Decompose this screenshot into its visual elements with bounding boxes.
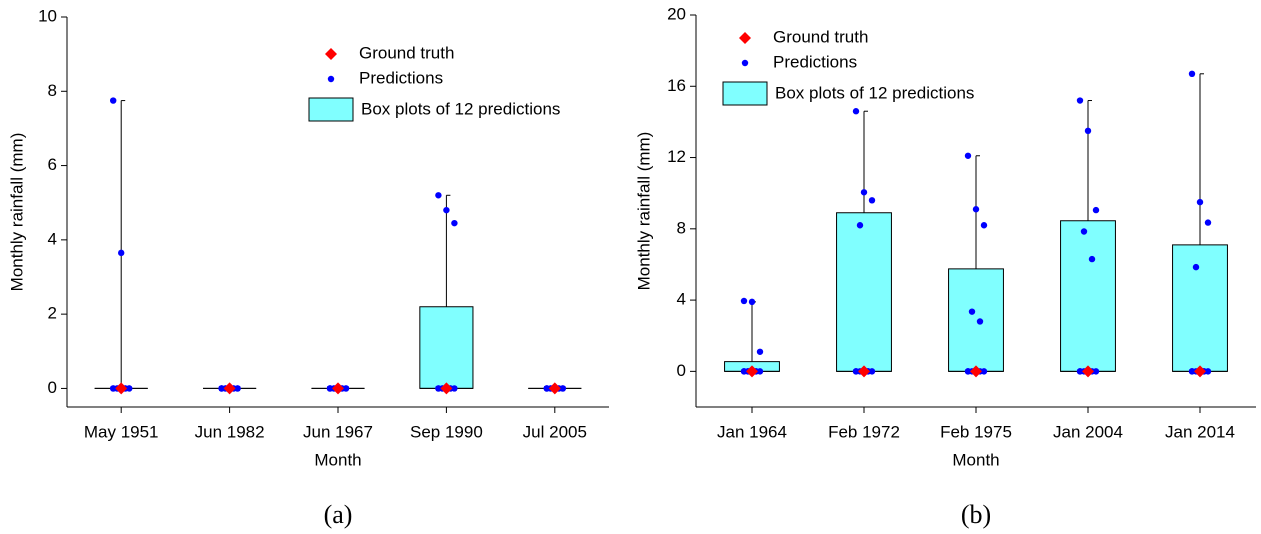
prediction-point xyxy=(860,189,868,196)
prediction-point xyxy=(1092,206,1100,214)
legend-marker xyxy=(308,97,354,122)
prediction-point xyxy=(435,192,442,199)
prediction-point xyxy=(980,222,988,229)
prediction-point xyxy=(218,385,225,392)
prediction-point xyxy=(1192,263,1200,271)
prediction-point xyxy=(543,385,550,392)
prediction-point xyxy=(1076,97,1084,104)
prediction-point xyxy=(868,197,876,204)
cap: (a) xyxy=(324,500,353,529)
ground-truth-point xyxy=(746,365,758,378)
ground-truth-point xyxy=(115,382,128,395)
prediction-point xyxy=(852,368,860,375)
prediction-point xyxy=(852,108,860,115)
prediction-point xyxy=(1080,228,1088,235)
box xyxy=(419,306,474,389)
prediction-point xyxy=(740,297,748,305)
y-axis-label: Monthly rainfall (mm) xyxy=(634,132,653,291)
prediction-point xyxy=(118,249,125,257)
legend-marker xyxy=(739,32,751,44)
y-tick-label: 0 xyxy=(677,361,686,380)
prediction-point xyxy=(972,206,980,213)
legend-label: Predictions xyxy=(359,68,443,87)
ground-truth-point xyxy=(440,382,453,395)
legend-label: Predictions xyxy=(773,52,857,71)
cap: (b) xyxy=(961,500,991,529)
ground-truth-point xyxy=(548,382,561,395)
prediction-point xyxy=(1196,198,1204,206)
y-tick-label: 10 xyxy=(38,6,57,25)
prediction-point xyxy=(964,368,972,375)
prediction-point xyxy=(451,219,458,227)
x-tick-label: Jul 2005 xyxy=(523,422,587,441)
legend-marker xyxy=(327,75,335,83)
prediction-point xyxy=(443,206,450,214)
legend-label: Box plots of 12 predictions xyxy=(361,99,560,118)
y-tick-label: 8 xyxy=(677,218,686,237)
y-tick-label: 20 xyxy=(667,4,686,23)
ground-truth-point xyxy=(858,365,870,378)
x-tick-label: May 1951 xyxy=(84,422,159,441)
x-tick-label: Jun 1982 xyxy=(195,422,265,441)
ground-truth-point xyxy=(1194,365,1206,378)
x-tick-label: Jun 1967 xyxy=(303,422,373,441)
prediction-point xyxy=(976,318,984,325)
x-tick-label: Feb 1972 xyxy=(828,422,900,441)
y-axis-label: Monthly rainfall (mm) xyxy=(7,133,26,292)
box xyxy=(1172,244,1228,372)
legend-label: Ground truth xyxy=(359,43,454,62)
ground-truth-point xyxy=(332,382,344,395)
y-tick-label: 12 xyxy=(667,147,686,166)
box xyxy=(1060,220,1116,372)
y-tick-label: 4 xyxy=(48,229,57,248)
x-axis-label: Month xyxy=(314,450,361,469)
prediction-point xyxy=(435,385,442,392)
y-tick-label: 16 xyxy=(667,76,686,95)
prediction-point xyxy=(110,385,117,392)
x-axis-label: Month xyxy=(952,450,999,469)
x-tick-label: Jan 2004 xyxy=(1053,422,1123,441)
x-tick-label: Sep 1990 xyxy=(410,422,483,441)
y-tick-label: 4 xyxy=(677,290,686,309)
y-tick-label: 2 xyxy=(48,304,57,323)
y-tick-label: 0 xyxy=(48,378,57,397)
prediction-point xyxy=(1188,368,1196,375)
prediction-point xyxy=(968,308,976,315)
box xyxy=(948,268,1004,372)
prediction-point xyxy=(1076,368,1084,375)
prediction-point xyxy=(110,97,117,104)
prediction-point xyxy=(1204,219,1212,226)
legend-marker xyxy=(741,59,749,67)
prediction-point xyxy=(964,152,972,159)
prediction-point xyxy=(748,298,756,306)
legend-label: Ground truth xyxy=(773,27,868,46)
x-tick-label: Feb 1975 xyxy=(940,422,1012,441)
y-tick-label: 6 xyxy=(48,155,57,174)
prediction-point xyxy=(1084,127,1092,135)
prediction-point xyxy=(856,222,864,229)
ground-truth-point xyxy=(223,382,236,395)
prediction-point xyxy=(1088,255,1096,263)
prediction-point xyxy=(1188,70,1196,78)
legend-marker xyxy=(722,81,768,106)
prediction-point xyxy=(740,368,748,375)
ground-truth-point xyxy=(1082,365,1094,378)
x-tick-label: Jan 2014 xyxy=(1165,422,1235,441)
y-tick-label: 8 xyxy=(48,81,57,100)
x-tick-label: Jan 1964 xyxy=(717,422,787,441)
box xyxy=(836,212,892,372)
legend-label: Box plots of 12 predictions xyxy=(775,83,974,102)
legend-marker xyxy=(325,48,337,60)
prediction-point xyxy=(326,385,334,392)
prediction-point xyxy=(756,348,764,355)
ground-truth-point xyxy=(970,365,982,378)
